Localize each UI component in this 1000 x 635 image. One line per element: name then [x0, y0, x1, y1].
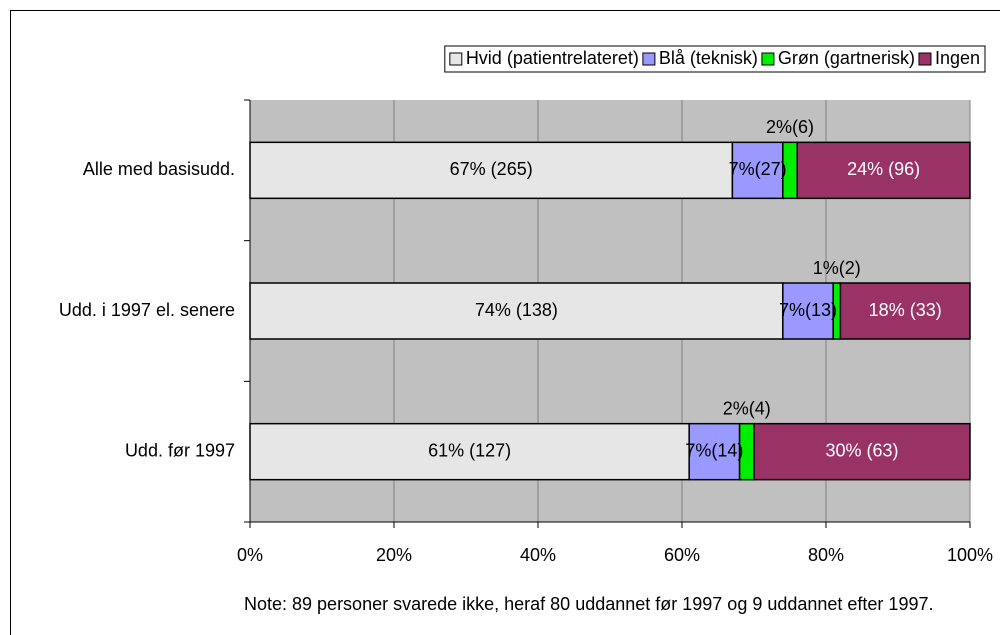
bar-segment — [839, 282, 971, 340]
data-label: 7%(27) — [729, 159, 787, 179]
bar-segment — [249, 282, 784, 340]
data-label: 1%(2) — [813, 258, 861, 278]
x-tick-label: 80% — [808, 545, 844, 565]
y-tick-label: Udd. før 1997 — [125, 440, 235, 460]
data-label: 30% (63) — [825, 440, 898, 460]
legend-label: Grøn (gartnerisk) — [778, 48, 915, 68]
bar-segment — [249, 141, 734, 200]
legend-label: Ingen — [935, 48, 980, 68]
data-label: 24% (96) — [847, 159, 920, 179]
data-label: 7%(14) — [685, 440, 743, 460]
legend-swatch — [918, 52, 932, 66]
x-tick-label: 40% — [520, 545, 556, 565]
legend-box — [444, 45, 986, 73]
bar-segment — [731, 141, 784, 200]
legend-label: Blå (teknisk) — [659, 48, 758, 68]
bar-segment — [753, 422, 971, 481]
x-tick-label: 60% — [664, 545, 700, 565]
bar-segment — [796, 141, 971, 200]
legend-label: Hvid (patientrelateret) — [466, 48, 639, 68]
y-tick-label: Udd. i 1997 el. senere — [59, 300, 235, 320]
x-tick-label: 100% — [947, 545, 993, 565]
data-label: 7%(13) — [779, 300, 837, 320]
legend-swatch — [761, 52, 775, 66]
data-label: 61% (127) — [428, 440, 511, 460]
legend-swatch — [642, 52, 656, 66]
data-label: 67% (265) — [450, 159, 533, 179]
y-tick-label: Alle med basisudd. — [83, 159, 235, 179]
data-label: 74% (138) — [475, 300, 558, 320]
bar-segment — [782, 282, 834, 340]
bar-segment — [249, 422, 690, 481]
note: Note: 89 personer svarede ikke, heraf 80… — [244, 594, 934, 614]
x-tick-label: 20% — [376, 545, 412, 565]
x-tick-label: 0% — [237, 545, 263, 565]
data-label: 18% (33) — [869, 300, 942, 320]
chart-border — [10, 10, 1000, 635]
data-label: 2%(6) — [766, 117, 814, 137]
data-label: 2%(4) — [723, 398, 771, 418]
legend-swatch — [449, 52, 463, 66]
